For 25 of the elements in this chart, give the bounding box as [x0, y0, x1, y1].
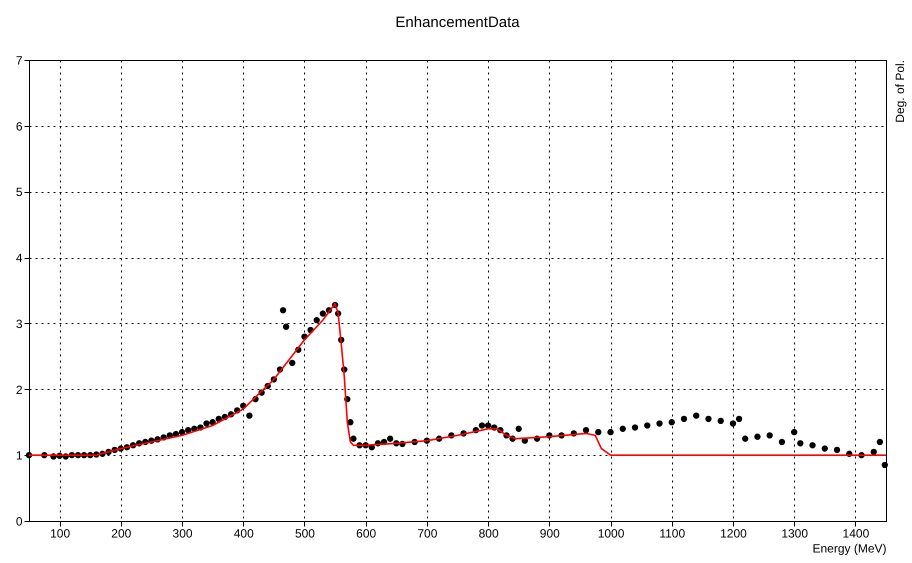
y-tick-label: 7: [16, 54, 23, 68]
text: Deg. of Pol.: [893, 60, 907, 123]
y-tick-label: 4: [16, 251, 23, 266]
x-tick-label: 400: [234, 526, 254, 540]
x-tick-label: 600: [356, 526, 377, 540]
x-tick-label: 900: [540, 526, 560, 540]
y-tick-label: 5: [16, 185, 23, 200]
y-tick-label: 1: [16, 448, 23, 463]
x-tick-label: 1100: [659, 526, 686, 540]
x-tick-label: 100: [50, 526, 70, 540]
chart-title: EnhancementData: [395, 14, 520, 31]
x-tick-label: 800: [478, 526, 499, 540]
x-tick-label: 500: [294, 526, 316, 540]
x-tick-label: 1200: [720, 526, 748, 540]
x-tick-label: 300: [172, 526, 193, 540]
x-tick-label: 1400: [842, 526, 870, 540]
y-tick-label: 0: [16, 514, 23, 528]
y-tick-label: 6: [16, 119, 23, 134]
y-tick-label: 2: [16, 382, 23, 397]
x-tick-label: 1300: [781, 526, 808, 540]
x-axis-title: Energy (MeV): [812, 542, 886, 556]
x-tick-label: 200: [111, 526, 132, 540]
x-tick-label: 1000: [598, 526, 625, 540]
y-tick-label: 3: [16, 316, 23, 331]
x-tick-label: 700: [417, 526, 438, 540]
